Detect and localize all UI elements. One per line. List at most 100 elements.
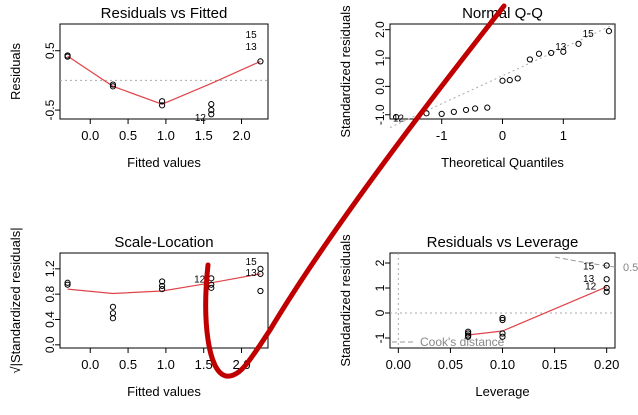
red-annotation-stroke — [203, 3, 507, 379]
y-axis-label: Standardized residuals — [338, 234, 353, 367]
data-point — [560, 48, 567, 55]
x-tick-label: 1.0 — [157, 357, 175, 372]
point-label: 12 — [195, 113, 207, 124]
x-axis-label: Fitted values — [127, 384, 201, 399]
panel-4: Residuals vs Leverage 0.00 0.05 0.10 0.15 0.2… — [338, 234, 638, 399]
point-label: 13 — [583, 274, 595, 285]
data-point — [257, 287, 264, 295]
data-point — [506, 77, 513, 84]
y-tick-label: 1.2 — [43, 260, 57, 277]
data-point — [208, 106, 215, 114]
y-tick-label: 1.0 — [373, 49, 387, 66]
plot-frame — [389, 23, 616, 120]
panel-1: Residuals vs Fitted 0.0 0.5 1.0 1.5 2.0 -0.5 0.… — [8, 5, 269, 170]
point-label: 13 — [246, 42, 258, 53]
y-tick-label: 1 — [373, 284, 387, 291]
data-point — [484, 104, 491, 111]
point-label: 12 — [194, 274, 206, 285]
cooks-distance-label: Cook's distance — [420, 335, 505, 349]
data-point — [499, 77, 506, 84]
y-tick-label: 0.0 — [43, 336, 57, 353]
data-point — [603, 284, 610, 292]
data-point — [109, 83, 117, 90]
data-point — [109, 303, 117, 310]
x-axis-label: Leverage — [475, 384, 529, 399]
y-tick-label: -0.5 — [43, 99, 57, 120]
panel-title: Scale-Location — [114, 234, 213, 251]
panel-title: Residuals vs Leverage — [427, 234, 579, 251]
x-tick-label: 2.0 — [232, 128, 250, 143]
x-tick-label: 1.5 — [195, 357, 213, 372]
y-tick-label: 0.5 — [43, 42, 57, 59]
data-point — [605, 27, 613, 35]
data-point — [159, 282, 166, 290]
y-tick-label: -1.0 — [373, 104, 387, 125]
data-point — [257, 270, 264, 277]
data-point — [603, 262, 610, 269]
data-point — [499, 333, 506, 340]
panel-title: Residuals vs Fitted — [101, 5, 228, 22]
y-axis-label: Residuals — [8, 42, 23, 100]
point-label: 12 — [585, 282, 597, 293]
y-axis-label: Standardized residuals — [338, 5, 353, 138]
y-tick-label: 2.0 — [373, 21, 387, 38]
data-point — [208, 111, 215, 118]
smoother-line — [67, 273, 261, 295]
data-point — [603, 276, 610, 283]
data-point — [392, 113, 400, 121]
point-label: 15 — [583, 29, 595, 40]
data-point — [109, 315, 117, 322]
x-tick-label: 0.15 — [542, 357, 567, 372]
x-tick-label: 0.0 — [81, 128, 99, 143]
x-tick-label: 0.00 — [386, 357, 411, 372]
plot-frame — [59, 252, 269, 349]
point-label: 13 — [555, 42, 567, 53]
x-tick-label: 1 — [560, 128, 567, 143]
data-point — [465, 330, 472, 337]
y-tick-label: 2 — [373, 259, 387, 266]
panel-title: Normal Q-Q — [462, 5, 543, 22]
x-tick-label: 0.5 — [119, 128, 137, 143]
data-point — [472, 105, 479, 112]
data-point — [64, 279, 71, 286]
panel-2: Normal Q-Q -1 0 1 -1.0 0.0 1.0 2.0 Theoretical Q… — [338, 5, 616, 170]
data-point — [526, 56, 533, 63]
data-point — [514, 75, 521, 82]
data-point — [159, 286, 166, 293]
data-point — [450, 108, 457, 116]
data-point — [64, 53, 71, 60]
data-point — [109, 81, 117, 88]
point-label: 12 — [393, 114, 405, 125]
x-tick-label: 1.0 — [157, 128, 175, 143]
data-point — [159, 102, 166, 109]
data-point — [465, 333, 472, 340]
y-tick-label: 0.4 — [43, 311, 57, 328]
x-axis-label: Theoretical Quantiles — [441, 155, 564, 170]
x-tick-label: 0 — [499, 128, 506, 143]
data-point — [535, 50, 543, 57]
data-point — [208, 275, 215, 282]
data-point — [499, 316, 506, 324]
x-tick-label: 0.0 — [81, 357, 99, 372]
x-axis-label: Fitted values — [127, 155, 201, 170]
data-point — [438, 110, 445, 117]
y-tick-label: -1 — [373, 332, 387, 343]
data-point — [109, 310, 117, 317]
x-tick-label: 0.20 — [594, 357, 619, 372]
point-label: 15 — [246, 257, 258, 268]
plot-frame — [59, 23, 269, 120]
smoother-line — [468, 286, 607, 336]
data-point — [499, 314, 506, 322]
point-label: 15 — [583, 262, 595, 273]
x-tick-label: 0.5 — [119, 357, 137, 372]
data-point — [208, 101, 215, 108]
data-point — [257, 265, 264, 272]
data-point — [499, 330, 506, 337]
data-point — [159, 278, 166, 285]
data-point — [462, 106, 470, 114]
y-axis-label: √|Standardized residuals| — [8, 227, 23, 373]
x-tick-label: 0.05 — [438, 357, 463, 372]
